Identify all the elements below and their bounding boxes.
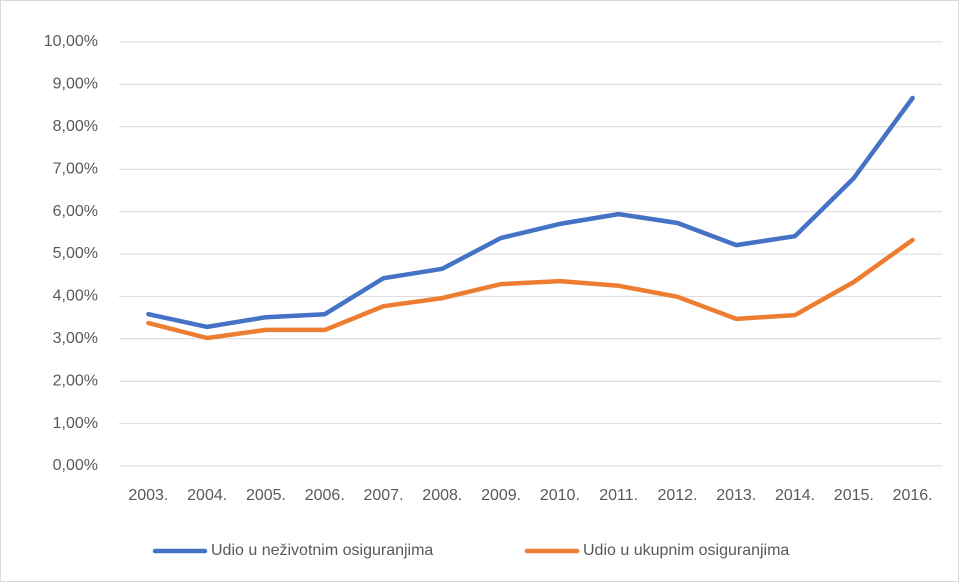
- x-tick-label: 2003.: [128, 487, 168, 504]
- x-tick-label: 2005.: [246, 487, 286, 504]
- y-tick-label: 3,00%: [53, 330, 98, 347]
- x-tick-label: 2013.: [716, 487, 756, 504]
- y-tick-label: 6,00%: [53, 203, 98, 220]
- x-tick-label: 2012.: [657, 487, 697, 504]
- x-tick-label: 2015.: [834, 487, 874, 504]
- series-line: [146, 95, 915, 330]
- y-tick-label: 5,00%: [53, 245, 98, 262]
- legend-label: Udio u neživotnim osiguranjima: [211, 542, 433, 559]
- y-tick-label: 10,00%: [44, 33, 98, 50]
- x-tick-label: 2007.: [364, 487, 404, 504]
- y-tick-label: 9,00%: [53, 76, 98, 93]
- y-tick-label: 4,00%: [53, 288, 98, 305]
- x-tick-label: 2008.: [422, 487, 462, 504]
- y-tick-label: 0,00%: [53, 457, 98, 474]
- x-tick-label: 2009.: [481, 487, 521, 504]
- x-tick-label: 2006.: [305, 487, 345, 504]
- x-tick-label: 2010.: [540, 487, 580, 504]
- y-tick-label: 8,00%: [53, 118, 98, 135]
- y-tick-label: 2,00%: [53, 372, 98, 389]
- series-line: [146, 237, 915, 341]
- x-tick-label: 2014.: [775, 487, 815, 504]
- x-tick-label: 2011.: [599, 487, 638, 504]
- y-tick-label: 1,00%: [53, 415, 98, 432]
- y-tick-label: 7,00%: [53, 160, 98, 177]
- legend-label: Udio u ukupnim osiguranjima: [583, 542, 789, 559]
- x-tick-label: 2016.: [893, 487, 933, 504]
- x-tick-label: 2004.: [187, 487, 227, 504]
